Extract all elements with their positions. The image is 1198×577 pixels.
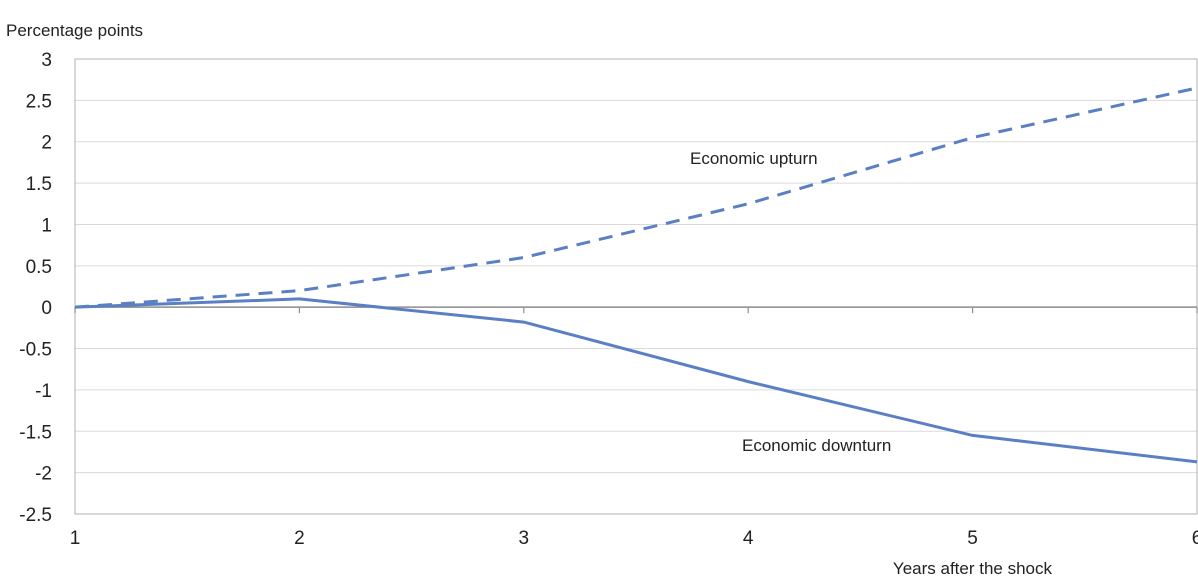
y-tick-label: -2.5 bbox=[19, 505, 52, 526]
y-tick-label: -0.5 bbox=[19, 340, 52, 361]
series-line-upturn bbox=[74, 86, 1198, 309]
y-tick-label: 0 bbox=[41, 298, 52, 319]
y-tick-label: 1 bbox=[41, 215, 52, 236]
x-axis-title: Years after the shock bbox=[893, 559, 1053, 577]
series-line-downturn bbox=[74, 297, 1198, 464]
y-tick-label: 3 bbox=[41, 50, 52, 71]
y-axis-unit-label: Percentage points bbox=[6, 21, 143, 40]
plot-area-frame bbox=[74, 58, 1198, 515]
y-tick-label: 1.5 bbox=[26, 174, 52, 195]
x-tick-label: 6 bbox=[1192, 528, 1198, 549]
gridlines bbox=[75, 58, 1197, 515]
x-tick-label: 1 bbox=[70, 528, 81, 549]
y-tick-label: -1.5 bbox=[19, 422, 52, 443]
y-tick-label: 2 bbox=[41, 133, 52, 154]
x-axis-tick-marks bbox=[74, 307, 1198, 314]
series-lines bbox=[74, 86, 1198, 464]
x-tick-label: 3 bbox=[519, 528, 530, 549]
y-tick-label: 0.5 bbox=[26, 257, 52, 278]
y-tick-label: -2 bbox=[35, 464, 52, 485]
x-axis-tick-labels: 1 2 3 4 5 6 bbox=[70, 528, 1198, 549]
y-tick-label: 2.5 bbox=[26, 91, 52, 112]
series-label-upturn: Economic upturn bbox=[690, 149, 818, 168]
series-label-downturn: Economic downturn bbox=[742, 436, 891, 455]
x-tick-label: 4 bbox=[743, 528, 754, 549]
y-tick-label: -1 bbox=[35, 381, 52, 402]
x-tick-label: 2 bbox=[294, 528, 305, 549]
x-tick-label: 5 bbox=[967, 528, 978, 549]
y-axis-tick-labels: 3 2.5 2 1.5 1 0.5 0 -0.5 -1 -1.5 -2 -2.5 bbox=[19, 50, 52, 526]
